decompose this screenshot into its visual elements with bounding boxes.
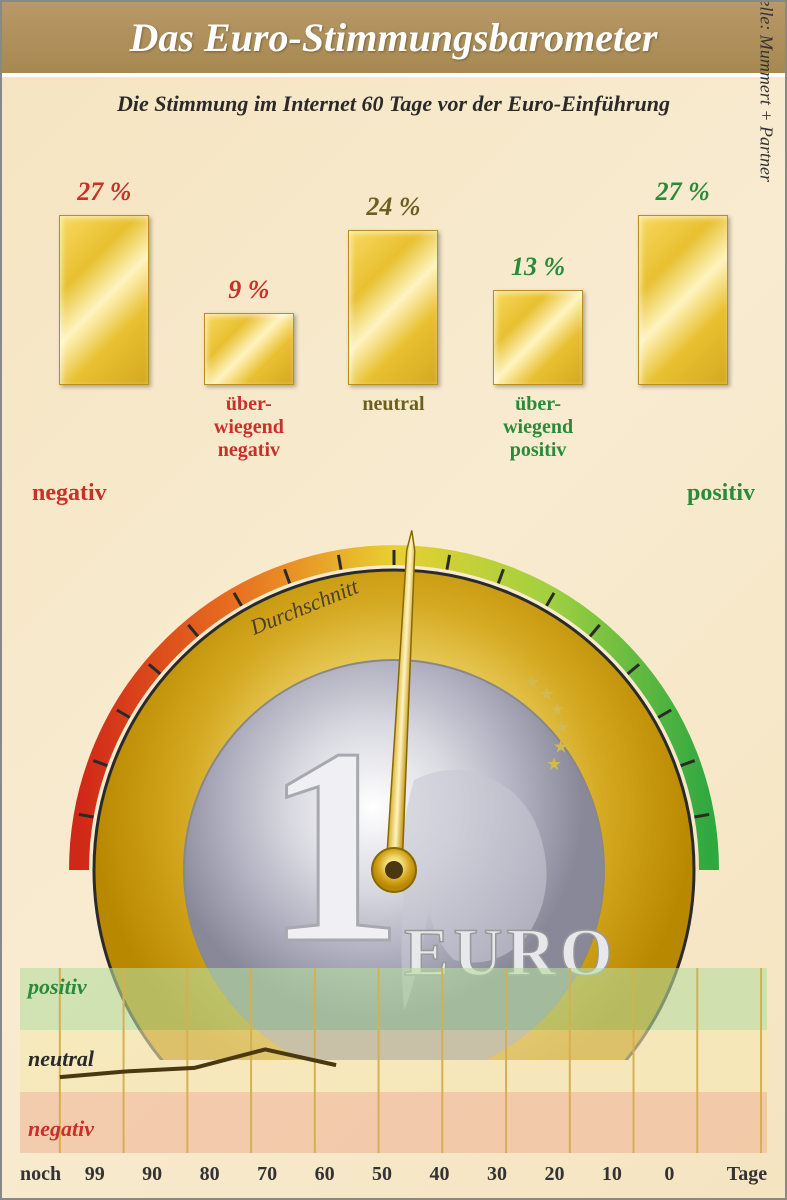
x-tick: noch <box>20 1163 66 1186</box>
bar-chart: 27 %9 %über-wiegendnegativ24 %neutral13 … <box>2 125 785 385</box>
header: Das Euro-Stimmungsbarometer <box>2 2 785 77</box>
trend-neg-label: negativ <box>28 1116 94 1142</box>
bar-pct: 9 % <box>228 275 269 305</box>
bar-pct: 27 % <box>77 177 131 207</box>
trend-neu-label: neutral <box>28 1046 94 1072</box>
x-tick: 10 <box>583 1163 640 1186</box>
svg-text:★: ★ <box>553 718 569 738</box>
x-tick: 90 <box>123 1163 180 1186</box>
x-tick: 60 <box>296 1163 353 1186</box>
x-tick: 50 <box>353 1163 410 1186</box>
bar-label: über-wiegendnegativ <box>174 393 324 462</box>
bar-0: 27 % <box>39 177 169 385</box>
x-tick: 99 <box>66 1163 123 1186</box>
bar-rect <box>59 215 149 385</box>
bar-rect <box>204 313 294 385</box>
bar-label: über-wiegendpositiv <box>463 393 613 462</box>
bar-rect <box>493 290 583 385</box>
x-tick: 80 <box>181 1163 238 1186</box>
bar-rect <box>348 230 438 385</box>
x-tick: Tage <box>698 1163 767 1186</box>
bar-label: neutral <box>318 393 468 416</box>
bar-pct: 24 % <box>366 192 420 222</box>
bar-2: 24 %neutral <box>328 192 458 385</box>
gauge-area: negativ positiv <box>2 470 785 1050</box>
bar-1: 9 %über-wiegendnegativ <box>184 275 314 385</box>
bar-4: 27 % <box>618 177 748 385</box>
trend-x-axis: noch999080706050403020100Tage <box>20 1163 767 1186</box>
svg-text:★: ★ <box>548 700 564 720</box>
trend-pos-label: positiv <box>28 974 87 1000</box>
coin-value: 1 <box>264 690 404 1001</box>
svg-text:★: ★ <box>545 754 561 774</box>
x-tick: 30 <box>468 1163 525 1186</box>
infographic-container: Das Euro-Stimmungsbarometer Die Stimmung… <box>0 0 787 1200</box>
bar-pct: 27 % <box>656 177 710 207</box>
trend-chart: positiv neutral negativ <box>20 968 767 1153</box>
x-tick: 70 <box>238 1163 295 1186</box>
x-tick: 0 <box>641 1163 698 1186</box>
subtitle: Die Stimmung im Internet 60 Tage vor der… <box>2 77 785 125</box>
x-tick: 20 <box>526 1163 583 1186</box>
bar-rect <box>638 215 728 385</box>
x-tick: 40 <box>411 1163 468 1186</box>
title: Das Euro-Stimmungsbarometer <box>22 14 765 61</box>
bar-pct: 13 % <box>511 252 565 282</box>
bar-3: 13 %über-wiegendpositiv <box>473 252 603 385</box>
